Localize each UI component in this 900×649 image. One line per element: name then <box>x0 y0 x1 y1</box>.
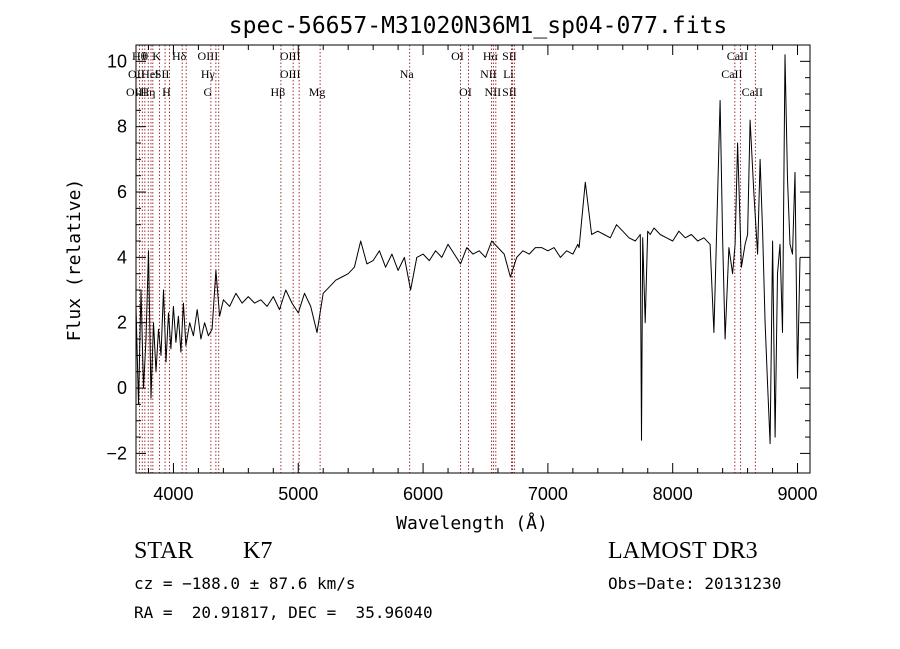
y-tick-label-1: 0 <box>117 378 127 398</box>
observation-date: Obs−Date: 20131230 <box>608 574 782 593</box>
marker-label-15-0: OIII <box>280 49 301 63</box>
marker-label-23-0: NII <box>485 85 502 99</box>
marker-label-17-0: Mg <box>309 85 326 99</box>
survey-name: LAMOST DR3 <box>608 538 758 564</box>
marker-label-20-0: OI <box>459 85 472 99</box>
y-axis-ticks: −2 0 2 4 6 8 10 <box>106 51 810 463</box>
marker-label-5-0: Hel <box>141 67 159 81</box>
marker-label-9-0: Hδ <box>172 49 187 63</box>
y-tick-label-5: 8 <box>117 117 127 137</box>
marker-label-3-0: θ <box>142 49 148 63</box>
marker-label-27-0: CaII <box>721 67 742 81</box>
x-tick-label-8000: 8000 <box>653 484 693 504</box>
y-tick-label-4: 6 <box>117 182 127 202</box>
marker-label-24-0: Li <box>503 67 514 81</box>
object-subclass: K7 <box>243 538 273 564</box>
marker-label-18-0: Na <box>400 67 415 81</box>
marker-label-15-1: OIII <box>280 67 301 81</box>
chart-title: spec-56657-M31020N36M1_sp04-077.fits <box>229 13 728 39</box>
y-tick-label-6: 10 <box>107 51 127 71</box>
flux-series <box>135 54 801 445</box>
series-line-flux <box>135 54 801 445</box>
coordinates: RA = 20.91817, DEC = 35.96040 <box>134 603 433 622</box>
marker-label-11-2: G <box>204 85 213 99</box>
y-tick-label-0: −2 <box>106 443 127 463</box>
plot-frame <box>135 44 811 474</box>
y-tick-label-2: 2 <box>117 313 127 333</box>
marker-label-22-0: Hα <box>483 49 499 63</box>
marker-label-8-0: H <box>162 85 171 99</box>
marker-label-25-0: SII <box>502 49 517 63</box>
marker-label-21-0: NII <box>480 67 497 81</box>
x-axis-label: Wavelength (Å) <box>396 512 548 534</box>
x-tick-label-4000: 4000 <box>153 484 193 504</box>
marker-label-28-0: CaII <box>727 49 748 63</box>
marker-label-29-0: CaII <box>742 85 763 99</box>
object-class: STAR <box>134 538 194 564</box>
x-tick-label-6000: 6000 <box>403 484 443 504</box>
marker-label-25-1: SII <box>502 85 517 99</box>
marker-label-11-1: Hγ <box>201 67 216 81</box>
redshift-velocity: cz = −188.0 ± 87.6 km/s <box>134 574 356 593</box>
marker-label-4-0: Hη <box>141 85 156 99</box>
marker-label-14-0: Hβ <box>271 85 286 99</box>
y-tick-label-3: 4 <box>117 247 127 267</box>
marker-label-19-0: OI <box>451 49 464 63</box>
marker-label-6-0: K <box>152 49 161 63</box>
x-tick-label-7000: 7000 <box>528 484 568 504</box>
x-axis-ticks: 4000 5000 6000 7000 8000 9000 <box>147 45 818 504</box>
marker-label-7-0: SII <box>155 67 170 81</box>
x-tick-label-5000: 5000 <box>278 484 318 504</box>
x-tick-label-9000: 9000 <box>777 484 817 504</box>
marker-label-11-0: OIII <box>198 49 219 63</box>
y-axis-label: Flux (relative) <box>64 179 85 342</box>
